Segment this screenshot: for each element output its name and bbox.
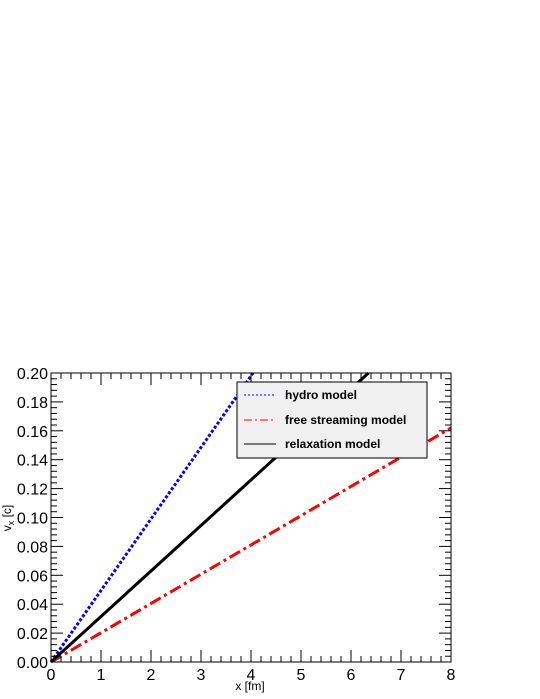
y-tick-label: 0.06 (17, 568, 48, 585)
y-tick-label: 0.14 (17, 453, 48, 470)
y-axis-title-main: v (0, 525, 14, 531)
y-tick-label: 0.16 (17, 424, 48, 441)
y-tick-label: 0.02 (17, 626, 48, 643)
series-line-1 (50, 426, 452, 664)
y-axis-title-subscript: x (6, 520, 16, 525)
y-axis-title: vx [c] (0, 505, 16, 532)
x-tick-label: 7 (397, 667, 406, 684)
series-line-0 (49, 372, 255, 663)
y-tick-label: 0.10 (17, 511, 48, 528)
x-tick-label: 3 (197, 667, 206, 684)
y-tick-label: 0.20 (17, 366, 48, 383)
x-tick-label: 4 (247, 667, 256, 684)
ticks-layer (50, 372, 452, 663)
y-tick-label: 0.18 (17, 395, 48, 412)
x-tick-label: 5 (297, 667, 306, 684)
y-tick-label: 0.08 (17, 539, 48, 556)
y-tick-label: 0.04 (17, 597, 48, 614)
x-tick-label: 8 (447, 667, 456, 684)
legend-label-hydro: hydro model (285, 388, 357, 402)
x-axis-title: x [fm] (235, 679, 264, 693)
x-tick-label: 2 (147, 667, 156, 684)
x-tick-label: 1 (97, 667, 106, 684)
y-tick-label: 0.00 (17, 655, 48, 672)
legend-label-free-streaming: free streaming model (285, 413, 406, 427)
y-axis-title-unit: [c] (0, 505, 14, 521)
tick-labels: 0 1 2 3 4 5 6 7 8 0.00 0.02 0.04 0.06 0.08 0.10 0.12 0.1… (17, 366, 456, 684)
x-tick-label: 6 (347, 667, 356, 684)
y-tick-label: 0.12 (17, 482, 48, 499)
legend: hydro model free streaming model relaxat… (236, 381, 428, 459)
x-tick-label: 0 (47, 667, 56, 684)
legend-label-relaxation: relaxation model (285, 437, 380, 451)
